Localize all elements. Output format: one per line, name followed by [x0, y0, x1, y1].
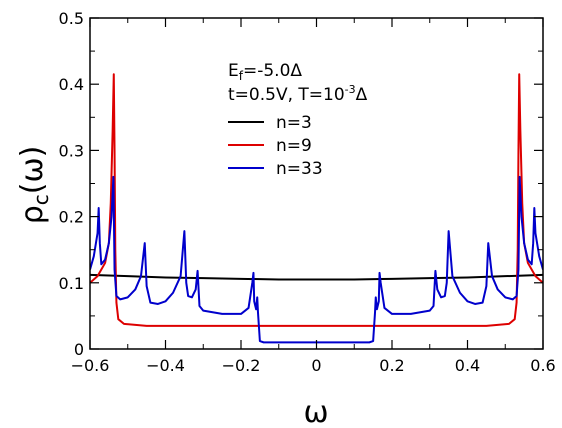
legend-label-n-3: n=3 — [276, 113, 312, 133]
annotation-fermi-energy: Ef=-5.0Δ — [228, 61, 302, 83]
y-axis-title-symbol: ρ — [15, 205, 50, 224]
x-tick-label: 0.2 — [379, 356, 404, 375]
y-tick-label: 0.3 — [59, 141, 84, 160]
x-axis-title: ω — [303, 395, 328, 428]
series-line-n-3 — [90, 273, 543, 281]
annotation-fermi-value: =-5.0Δ — [243, 61, 302, 81]
annotation-temperature-exponent: -3 — [345, 83, 356, 96]
y-axis-title-subscript: c — [29, 194, 53, 205]
plot-frame — [89, 17, 544, 350]
annotation-temperature-unit: Δ — [356, 85, 368, 105]
series-layer — [90, 73, 543, 344]
annotation-fermi-base: E — [228, 61, 239, 81]
x-tick-label: 0.4 — [455, 356, 480, 375]
x-tick-label: 0.6 — [530, 356, 555, 375]
annotation-hopping-temperature: t=0.5V, T=10-3Δ — [228, 83, 368, 105]
x-tick-label: 0 — [311, 356, 321, 375]
legend: n=3 n=9 n=33 — [228, 113, 323, 179]
y-tick-label: 0.5 — [59, 9, 84, 28]
series-line-n-33 — [90, 175, 543, 344]
y-axis-title: ρc(ω) — [15, 146, 53, 225]
x-tick-label: −0.2 — [222, 356, 261, 375]
legend-label-n-9: n=9 — [276, 136, 312, 156]
annotation-hopping-pre: t=0.5V, T=10 — [228, 85, 345, 105]
annotation-fermi-subscript: f — [239, 69, 244, 83]
series-line-n-9 — [90, 73, 543, 327]
y-axis-title-argument: (ω) — [15, 146, 50, 195]
y-tick-label: 0.4 — [59, 75, 84, 94]
y-tick-label: 0 — [74, 340, 84, 359]
y-tick-label: 0.1 — [59, 274, 84, 293]
x-tick-label: −0.6 — [71, 356, 110, 375]
x-tick-label: −0.4 — [146, 356, 185, 375]
y-tick-label: 0.2 — [59, 208, 84, 227]
legend-label-n-33: n=33 — [276, 159, 323, 179]
ticks-layer: −0.6 −0.4 −0.2 0 0.2 0.4 0.6 0 0.1 0.2 0.3 0.4 0.5 — [59, 9, 556, 375]
